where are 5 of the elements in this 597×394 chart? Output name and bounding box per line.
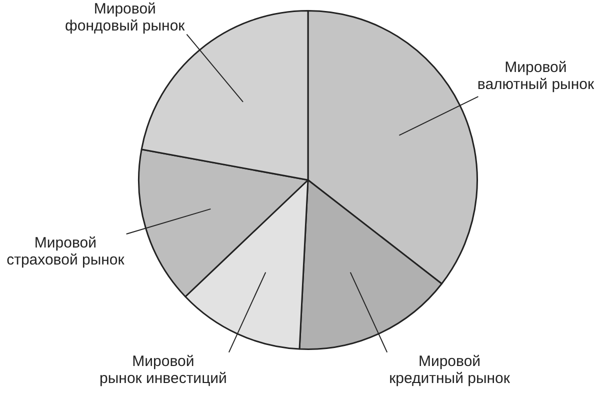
slice-label: Мировой страховой рынок xyxy=(6,234,125,269)
slice-label: Мировой рынок инвестиций xyxy=(100,352,227,387)
slice-label: Мировой валютный рынок xyxy=(477,59,594,94)
slice-label: Мировой кредитный рынок xyxy=(389,352,510,387)
slice-label: Мировой фондовый рынок xyxy=(65,0,186,35)
